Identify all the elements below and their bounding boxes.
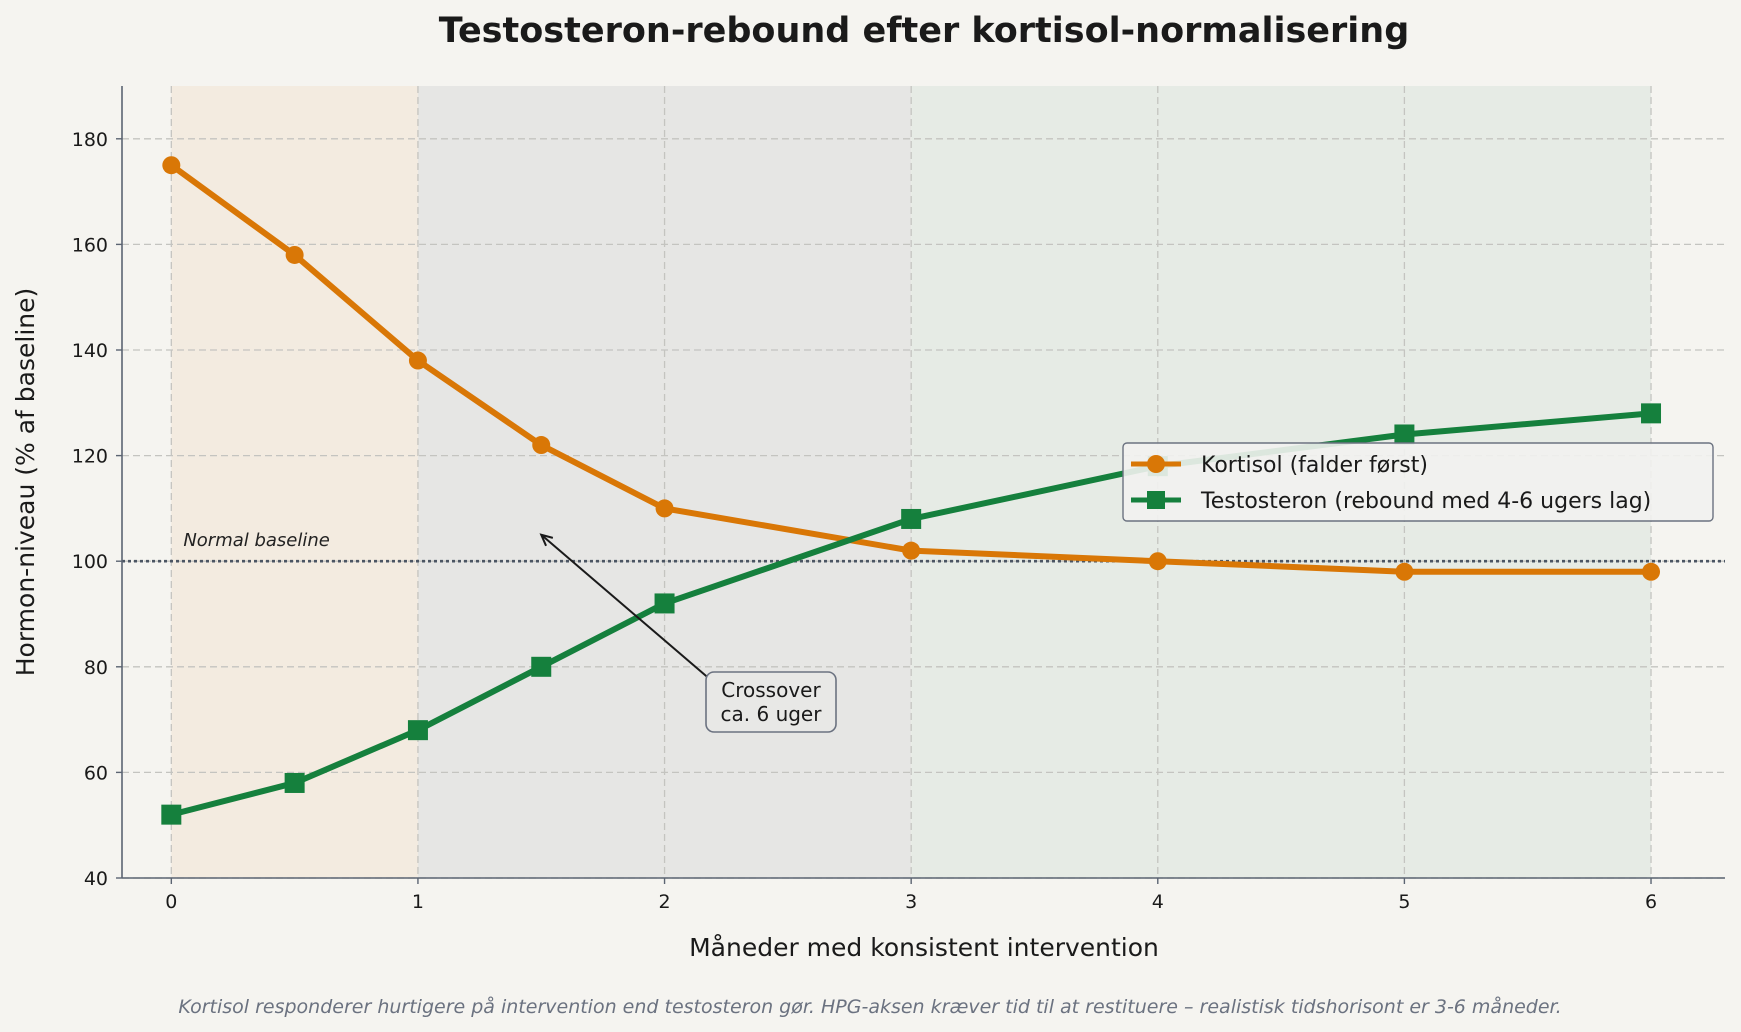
series-1-point-3 bbox=[531, 656, 552, 677]
annotation-line-2: ca. 6 uger bbox=[721, 702, 823, 726]
footnote: Kortisol responderer hurtigere på interv… bbox=[178, 995, 1561, 1018]
x-tick-label-1: 1 bbox=[412, 891, 424, 913]
x-tick-label-0: 0 bbox=[165, 891, 177, 913]
series-0-point-2 bbox=[408, 351, 427, 370]
baseline-reference-label: Normal baseline bbox=[183, 530, 330, 551]
series-1-point-1 bbox=[284, 772, 305, 793]
annotation-arrow-line bbox=[540, 534, 719, 687]
y-tick-label-140: 140 bbox=[72, 340, 108, 362]
series-0-point-3 bbox=[532, 436, 551, 455]
x-tick-label-2: 2 bbox=[659, 891, 671, 913]
chart-title: Testosteron-rebound efter kortisol-norma… bbox=[439, 11, 1410, 51]
y-tick-label-120: 120 bbox=[72, 446, 108, 468]
x-tick-label-6: 6 bbox=[1645, 891, 1657, 913]
grid bbox=[122, 86, 1725, 879]
annotation-arrow-head bbox=[539, 533, 554, 547]
reference-line-group: Normal baseline bbox=[122, 530, 1725, 563]
y-tick-label-80: 80 bbox=[84, 657, 108, 679]
y-axis-label: Hormon-niveau (% af baseline) bbox=[11, 288, 40, 677]
annotation-box bbox=[705, 671, 837, 733]
y-tick-label-160: 160 bbox=[72, 234, 108, 256]
x-axis-label: Måneder med konsistent intervention bbox=[689, 933, 1159, 962]
series-1-point-8 bbox=[1641, 403, 1662, 424]
legend-box bbox=[1122, 442, 1714, 522]
crossover-annotation: Crossover ca. 6 uger bbox=[539, 533, 837, 733]
series-0-point-1 bbox=[285, 245, 304, 264]
series-1-point-5 bbox=[901, 508, 922, 529]
legend-kortisol-marker bbox=[1147, 455, 1165, 473]
series-0-point-5 bbox=[902, 541, 921, 560]
series-0-point-4 bbox=[655, 499, 674, 518]
x-tick-label-4: 4 bbox=[1152, 891, 1164, 913]
series-0-point-7 bbox=[1395, 562, 1414, 581]
y-tick-label-40: 40 bbox=[84, 868, 108, 890]
legend-kortisol-label: Kortisol (falder først) bbox=[1201, 453, 1428, 478]
series-0-point-6 bbox=[1148, 552, 1167, 571]
x-tick-label-5: 5 bbox=[1398, 891, 1410, 913]
legend: Kortisol (falder først) Testosteron (reb… bbox=[1122, 442, 1714, 522]
ticks: 0 1 2 3 4 5 6 40 60 80 100 120 140 160 180 bbox=[72, 129, 1657, 913]
series-1-point-0 bbox=[161, 804, 182, 825]
legend-testosteron-label: Testosteron (rebound med 4-6 ugers lag) bbox=[1200, 489, 1651, 514]
y-tick-label-100: 100 bbox=[72, 551, 108, 573]
legend-testosteron-marker bbox=[1147, 491, 1165, 509]
y-tick-label-180: 180 bbox=[72, 129, 108, 151]
series-1-point-7 bbox=[1394, 424, 1415, 445]
series-0-point-8 bbox=[1642, 562, 1661, 581]
series-1-point-4 bbox=[654, 593, 675, 614]
axes bbox=[121, 86, 1725, 879]
y-tick-label-60: 60 bbox=[84, 762, 108, 784]
x-tick-label-3: 3 bbox=[905, 891, 917, 913]
phase-band-0 bbox=[171, 86, 418, 878]
series-1-point-2 bbox=[407, 720, 428, 741]
annotation-line-1: Crossover bbox=[721, 678, 821, 702]
series-0-point-0 bbox=[162, 156, 181, 175]
